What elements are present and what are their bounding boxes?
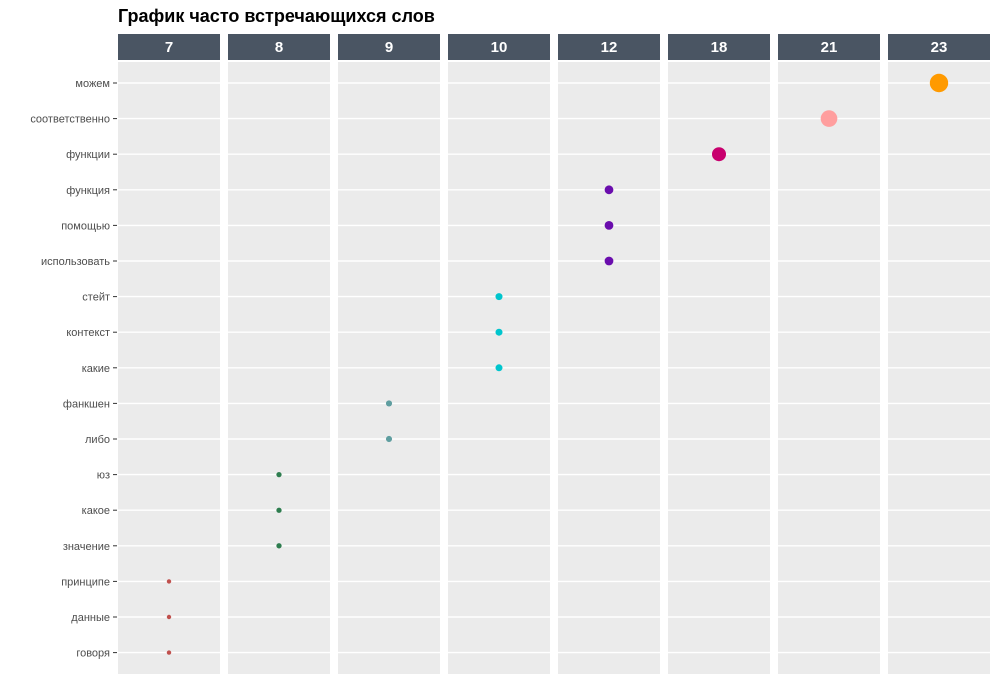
y-tick-label: значение [63,541,110,553]
facet-strip-12 [558,34,660,60]
facet-label-9: 9 [385,39,393,56]
y-tick-label: юз [97,470,110,482]
data-point [604,185,614,195]
y-tick-label: стейт [82,292,110,304]
data-point [276,471,282,478]
data-point [276,507,282,513]
y-tick-label: помощью [61,220,110,232]
facet-label-7: 7 [165,39,173,56]
y-tick-label: либо [85,434,110,446]
data-point [495,364,503,372]
data-point [385,435,393,443]
data-point [495,328,503,336]
facet-strip-7 [118,34,220,60]
facet-panels: 7 8 9 10 12 18 21 23 [118,34,990,674]
y-tick-label: говоря [76,648,110,660]
data-point [820,110,838,127]
data-point [929,73,949,93]
y-tick-label: данные [71,612,110,624]
y-tick-label: фанкшен [63,398,110,410]
y-tick-label: контекст [66,327,110,339]
data-point [604,256,614,266]
y-tick-label: какие [82,363,110,375]
y-tick-label: принципе [61,576,110,588]
data-point [495,293,503,301]
facet-label-10: 10 [491,39,508,56]
chart-title: График часто встречающихся слов [118,6,435,26]
y-tick-label: функции [66,149,110,161]
facet-strip-8 [228,34,330,60]
y-tick-label: какое [82,505,110,517]
facet-label-23: 23 [931,39,948,56]
data-point [385,400,393,407]
data-point [166,579,172,584]
facet-strip-23 [888,34,990,60]
facet-label-8: 8 [275,39,283,56]
data-point [604,221,614,230]
facet-label-18: 18 [711,39,728,56]
facet-strip-21 [778,34,880,60]
data-point [166,650,172,655]
facet-strip-18 [668,34,770,60]
y-tick-label: использовать [41,256,110,268]
data-point [276,543,282,549]
y-axis: можем соответственно функции функция помощью… [30,78,117,660]
y-tick-label: соответственно [30,114,110,126]
facet-strip-10 [448,34,550,60]
data-point [711,147,727,162]
facet-strip-9 [338,34,440,60]
data-point [166,614,172,620]
y-tick-label: функция [66,185,110,197]
facet-label-21: 21 [821,39,838,56]
y-tick-label: можем [75,78,110,90]
facet-label-12: 12 [601,39,618,56]
